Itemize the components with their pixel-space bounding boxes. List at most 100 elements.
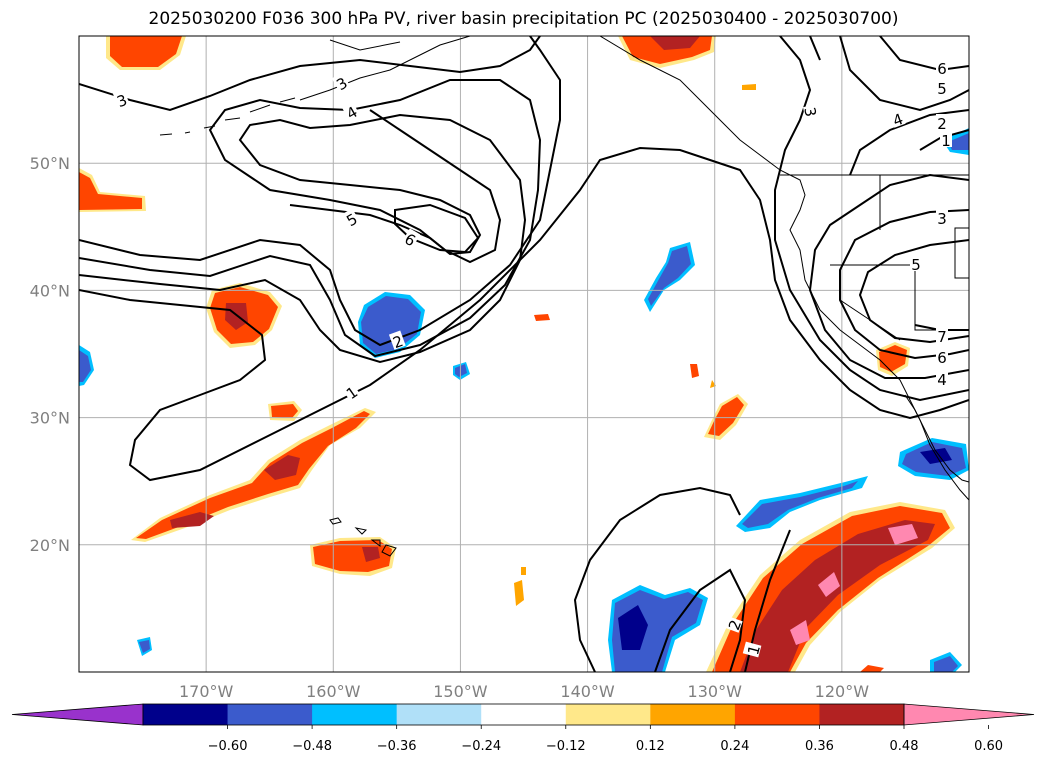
coastline-segment (329, 39, 401, 51)
colorbar-label: −0.12 (546, 739, 586, 754)
contour-label-background (401, 228, 421, 249)
pv-contour-line (394, 203, 480, 254)
longitude-tick-label: 150°W (433, 682, 488, 701)
colorbar-outline (142, 703, 905, 726)
precip-positive-region (514, 580, 524, 606)
pv-contour-line (879, 36, 969, 72)
map-frame (78, 35, 970, 673)
colorbar-segment (227, 704, 313, 725)
contour-label: 3 (937, 210, 947, 228)
pv-contour-line (809, 36, 821, 61)
contour-label-background (341, 381, 361, 402)
contour-label: 3 (800, 106, 819, 119)
precip-negative-region (453, 362, 470, 380)
precip-negative-region (137, 637, 152, 656)
pv-contour-line (79, 36, 541, 112)
pv-contour-line (849, 109, 969, 176)
contour-label-background (888, 108, 906, 128)
contour-label-background (388, 330, 406, 350)
colorbar-segment (481, 704, 567, 725)
precip-positive-region (521, 567, 526, 575)
border (954, 227, 969, 279)
precip-positive-region (79, 168, 146, 212)
pv-contour-line (573, 486, 741, 672)
colorbar-segment (396, 704, 482, 725)
colorbar-labels: −0.60 −0.48 −0.36 −0.24 −0.12 0.12 0.24 0.36 0.4… (208, 725, 1003, 754)
pv-contour-line (808, 173, 969, 379)
map-title: 2025030200 F036 300 hPa PV, river basin … (148, 9, 899, 29)
coastline-segment (159, 97, 296, 136)
gridlines (79, 36, 969, 672)
precip-positive-region (206, 283, 282, 348)
contour-label: 1 (744, 643, 764, 657)
precip-positive-region (534, 314, 550, 321)
longitude-tick-label: 170°W (179, 682, 234, 701)
precip-negative-region (736, 476, 868, 532)
colorbar-segment (819, 704, 905, 725)
colorbar-extend-low (11, 703, 144, 726)
colorbar-label: −0.24 (461, 739, 501, 754)
contour-label: 1 (941, 132, 951, 150)
contour-label-background (803, 104, 821, 119)
pv-contour-line (654, 568, 747, 672)
colorbar-label: 0.60 (974, 739, 1003, 754)
precip-negative-region (79, 345, 94, 386)
precip-shading (79, 36, 969, 672)
precip-positive-region (618, 36, 716, 68)
pv-contour-line (839, 36, 969, 112)
contour-label-background (910, 255, 922, 271)
latitude-tick-label: 20°N (30, 536, 70, 555)
precip-positive-region (860, 665, 884, 672)
contour-label-background (331, 72, 351, 93)
contour-label-background (341, 101, 361, 122)
pv-contour-line (839, 209, 969, 360)
colorbar-extend-high (903, 703, 1035, 726)
contour-label-background (936, 209, 948, 225)
precip-positive-region (690, 364, 699, 378)
precip-positive-region (310, 537, 396, 576)
colorbar-label: 0.48 (890, 739, 919, 754)
contour-label: 7 (937, 328, 947, 346)
contour-label: 2 (937, 115, 947, 133)
contour-label-background (341, 208, 361, 229)
colorbar-label: −0.48 (292, 739, 332, 754)
contour-label: 6 (937, 60, 947, 78)
pv-contour-line (79, 113, 527, 364)
pv-contour-line (858, 239, 969, 344)
colorbar-label: 0.24 (720, 739, 749, 754)
coastline-segment (329, 517, 397, 557)
colorbar (11, 703, 1035, 726)
precip-negative-region (942, 128, 969, 155)
precip-negative-region (608, 585, 708, 672)
pv-contour-line (774, 36, 969, 402)
latitude-tick-labels: 20°N 30°N 40°N 50°N (30, 154, 70, 555)
latitude-tick-label: 30°N (30, 409, 70, 428)
colorbar-segment (565, 704, 651, 725)
precip-negative-region (644, 242, 695, 312)
contour-label-background (936, 79, 948, 95)
latitude-tick-label: 50°N (30, 154, 70, 173)
colorbar-label: 0.12 (636, 739, 665, 754)
contour-label: 5 (937, 80, 947, 98)
contour-label-background (936, 59, 948, 75)
contour-label-background (940, 131, 952, 147)
precip-positive-region (742, 84, 756, 90)
colorbar-segment (650, 704, 736, 725)
pv-contour-line (79, 146, 969, 482)
coastline-segment (904, 394, 969, 483)
contour-label-background (936, 348, 948, 364)
contour-label-background (936, 327, 948, 343)
precip-positive-region (131, 408, 376, 542)
longitude-tick-labels: 170°W 160°W 150°W 140°W 130°W 120°W (179, 682, 869, 701)
longitude-tick-label: 130°W (688, 682, 743, 701)
colorbar-segment (734, 704, 820, 725)
colorbar-label: −0.60 (208, 739, 248, 754)
precip-positive-region (106, 36, 186, 70)
contour-label: 5 (911, 256, 921, 274)
contour-label: 6 (937, 349, 947, 367)
precip-positive-region (268, 401, 302, 421)
longitude-tick-label: 160°W (306, 682, 361, 701)
contour-label-background (936, 114, 948, 130)
contour-label-background (742, 641, 762, 658)
coastline-segment (299, 36, 471, 101)
